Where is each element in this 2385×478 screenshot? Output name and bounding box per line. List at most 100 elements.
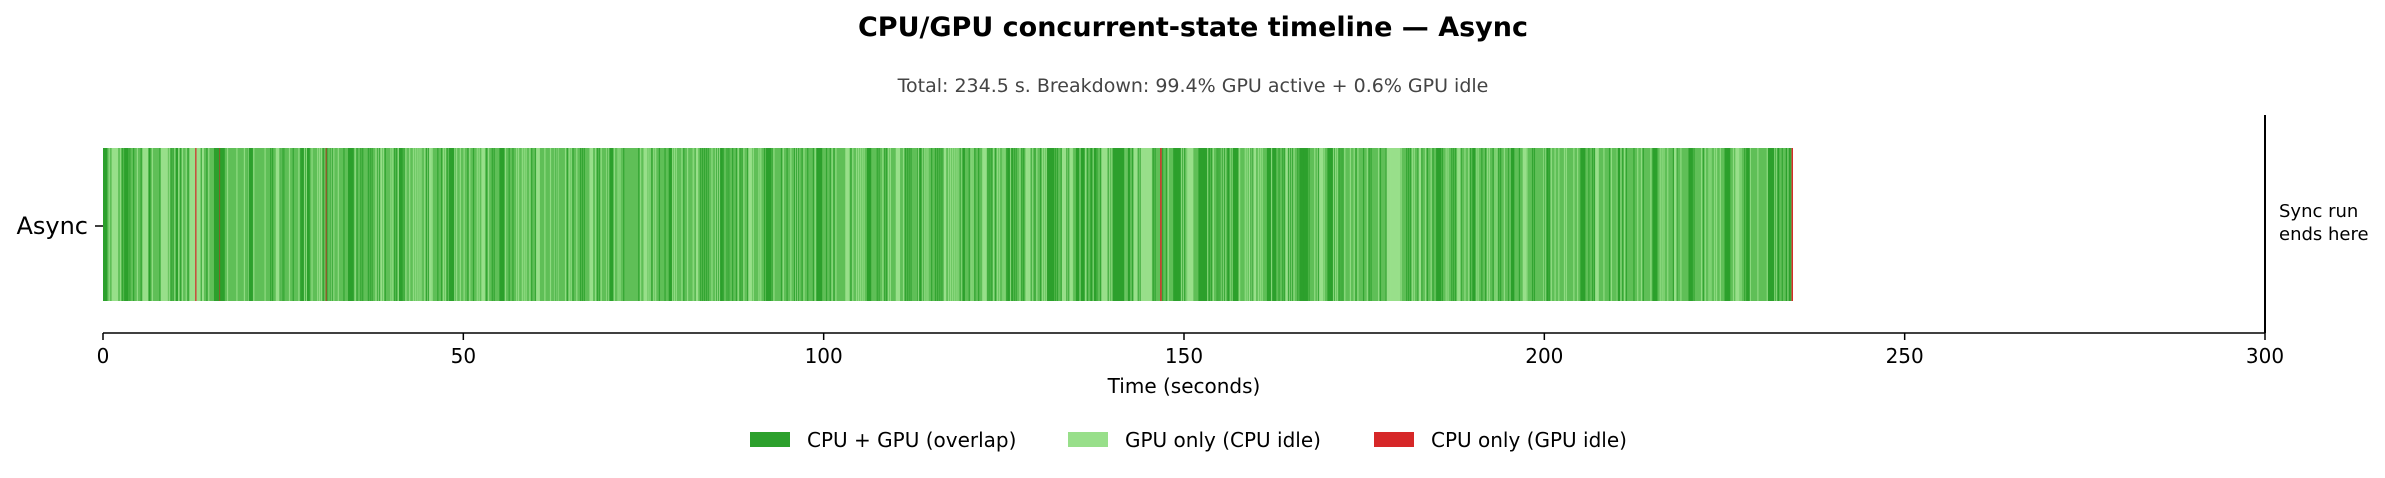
segment-overlap — [247, 148, 253, 301]
stripe-segment — [1702, 148, 1705, 301]
stripe-segment — [794, 148, 796, 301]
x-tick-label: 150 — [1165, 344, 1203, 368]
segment-overlap — [1688, 148, 1693, 301]
stripe-segment — [1776, 148, 1778, 301]
stripe-segment — [283, 148, 285, 301]
stripe-segment — [902, 148, 905, 301]
stripe-segment — [750, 148, 753, 301]
stripe-segment — [1220, 148, 1222, 301]
stripe-segment — [459, 148, 461, 301]
stripe-segment — [1028, 148, 1030, 301]
stripe-segment — [1700, 148, 1703, 301]
stripe-segment — [553, 148, 555, 301]
stripe-segment — [855, 148, 858, 301]
stripe-segment — [425, 148, 428, 301]
stripe-segment — [972, 148, 974, 301]
stripe-segment — [1092, 148, 1094, 301]
segment-overlap — [1580, 148, 1586, 301]
stripe-segment — [974, 148, 976, 301]
stripe-segment — [1015, 148, 1017, 301]
stripe-segment — [380, 148, 383, 301]
stripe-segment — [848, 148, 850, 301]
stripe-segment — [343, 148, 345, 301]
stripe-segment — [1218, 148, 1220, 301]
stripe-segment — [1231, 148, 1233, 301]
stripe-segment — [1349, 148, 1352, 301]
stripe-segment — [957, 148, 959, 301]
stripe-segment — [1667, 148, 1669, 301]
segment-overlap — [1616, 148, 1621, 301]
stripe-segment — [144, 148, 146, 301]
stripe-segment — [942, 148, 944, 301]
segment-overlap — [1767, 148, 1780, 301]
stripe-segment — [1207, 148, 1209, 301]
segment-cpu_only — [1160, 148, 1162, 301]
stripe-segment — [701, 148, 704, 301]
stripe-segment — [375, 148, 377, 301]
stripe-segment — [904, 148, 906, 301]
stripe-segment — [1663, 148, 1665, 301]
stripe-segment — [1424, 148, 1427, 301]
stripe-segment — [1546, 148, 1549, 301]
stripe-segment — [1485, 148, 1487, 301]
stripe-segment — [1285, 148, 1288, 301]
stripe-segment — [1524, 148, 1526, 301]
stripe-segment — [298, 148, 300, 301]
stripe-segment — [978, 148, 980, 301]
stripe-segment — [1704, 148, 1706, 301]
stripe-segment — [747, 148, 749, 301]
stripe-segment — [596, 148, 599, 301]
stripe-segment — [1781, 148, 1783, 301]
stripe-segment — [178, 148, 180, 301]
stripe-segment — [1469, 148, 1472, 301]
stripe-segment — [1577, 148, 1579, 301]
stripe-segment — [133, 148, 135, 301]
stripe-segment — [886, 148, 888, 301]
stripe-segment — [876, 148, 878, 301]
stripe-segment — [1680, 148, 1682, 301]
stripe-segment — [1334, 148, 1336, 301]
stripe-segment — [1036, 148, 1038, 301]
stripe-segment — [1105, 148, 1107, 301]
stripe-segment — [1500, 148, 1502, 301]
stripe-segment — [1030, 148, 1032, 301]
stripe-segment — [1126, 148, 1128, 301]
stripe-segment — [1150, 148, 1152, 301]
stripe-segment — [938, 148, 940, 301]
stripe-segment — [1216, 148, 1218, 301]
stripe-segment — [1633, 148, 1635, 301]
legend-label-overlap: CPU + GPU (overlap) — [807, 428, 1016, 452]
stripe-segment — [955, 148, 957, 301]
stripe-segment — [1355, 148, 1357, 301]
stripe-segment — [857, 148, 860, 301]
stripe-segment — [1321, 148, 1323, 301]
stripe-segment — [816, 148, 818, 301]
stripe-segment — [414, 148, 416, 301]
stripe-segment — [1021, 148, 1023, 301]
stripe-segment — [142, 148, 144, 301]
stripe-segment — [504, 148, 507, 301]
stripe-segment — [112, 148, 114, 301]
stripe-segment — [486, 148, 488, 301]
stripe-segment — [305, 148, 307, 301]
stripe-segment — [579, 148, 582, 301]
stripe-segment — [151, 148, 154, 301]
stripe-segment — [606, 148, 608, 301]
stripe-segment — [1411, 148, 1413, 301]
stripe-segment — [947, 148, 950, 301]
stripe-segment — [1002, 148, 1004, 301]
stripe-segment — [348, 148, 351, 301]
stripe-segment — [649, 148, 651, 301]
stripe-segment — [1165, 148, 1167, 301]
stripe-segment — [493, 148, 495, 301]
stripe-segment — [1379, 148, 1382, 301]
marker-label-line2: ends here — [2279, 224, 2369, 245]
stripe-segment — [538, 148, 540, 301]
stripe-segment — [1336, 148, 1338, 301]
stripe-segment — [737, 148, 739, 301]
segment-overlap — [766, 148, 772, 301]
stripe-segment — [311, 148, 313, 301]
stripe-segment — [337, 148, 339, 301]
stripe-segment — [1518, 148, 1521, 301]
segment-gpu_only — [1735, 148, 1739, 301]
